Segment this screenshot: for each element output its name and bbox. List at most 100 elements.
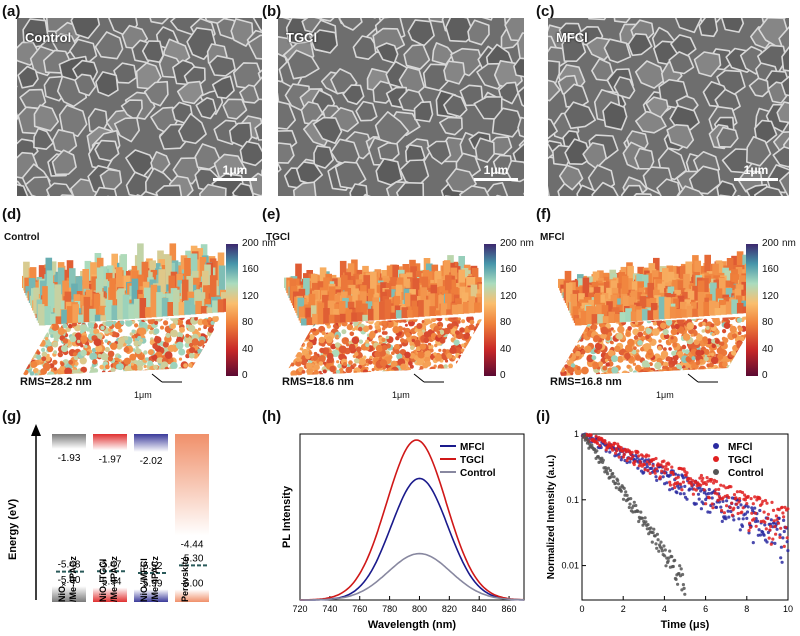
pl-x-tick-label: 760 (352, 604, 367, 614)
trpl-x-tick-label: 8 (744, 604, 749, 614)
sem-scale-text: 1μm (483, 163, 509, 177)
trpl-legend-swatch (713, 456, 719, 462)
afm-scale-text: 1μm (656, 390, 674, 400)
trpl-legend-label: Control (728, 468, 764, 479)
panel-label-f: (f) (536, 206, 551, 223)
trpl-y-tick-label: 0.1 (566, 495, 579, 505)
pl-legend-label: MFCl (460, 442, 485, 453)
colorbar-tick: 0 (500, 370, 506, 381)
homo-block (52, 586, 86, 602)
panel-label-a: (a) (2, 3, 21, 20)
pl-x-tick-label: 800 (412, 604, 427, 614)
afm-label: Control (4, 232, 40, 243)
colorbar-tick: 40 (500, 343, 512, 355)
panel-label-e: (e) (262, 206, 281, 223)
colorbar-tick: 200 (242, 238, 259, 249)
colorbar-tick: 80 (762, 317, 774, 329)
colorbar-tick: 160 (242, 264, 259, 276)
homo-value: -6.00 (181, 579, 204, 590)
pl-x-axis-label: Wavelength (nm) (368, 619, 457, 631)
homo-value: -5.90 (58, 575, 81, 586)
sem-image-tgcl: TGCl 1μm (278, 18, 524, 196)
colorbar-tick: 0 (242, 370, 248, 381)
lumo-block (93, 434, 127, 451)
band-column-label: Perovskite (180, 556, 190, 602)
trpl-y-tick-label: 0.01 (561, 561, 579, 571)
homo-block (93, 587, 127, 602)
sem-scale-bar: 1μm (734, 163, 778, 181)
pl-spectrum-chart: 720 740 760 780 800 820 840 860 Wavelength (nm) P… (281, 433, 525, 631)
sem-scale-text: 1μm (743, 163, 769, 177)
afm-scale-text: 1μm (134, 390, 152, 400)
trpl-x-tick-label: 10 (783, 604, 793, 614)
trpl-legend-label: TGCl (728, 455, 752, 466)
lumo-value: -1.93 (58, 453, 81, 464)
pl-x-tick-label: 720 (292, 604, 307, 614)
trpl-x-tick-label: 0 (579, 604, 584, 614)
lumo-value: -4.44 (181, 540, 204, 551)
homo-block (175, 589, 209, 602)
colorbar-unit: nm (782, 238, 796, 249)
afm-panel-mfcl: MFCl RMS=16.8 nm 1μm (536, 226, 800, 406)
lumo-value: -1.97 (99, 454, 122, 465)
panel-label-c: (c) (536, 3, 555, 20)
energy-level-diagram: Energy (eV)-1.93-5.48-5.90NiOₓ/Me-4PACz-… (7, 424, 209, 602)
pl-plot-frame (299, 433, 525, 601)
afm-label: TGCl (266, 232, 290, 243)
pl-x-tick-label: 780 (382, 604, 397, 614)
colorbar-tick: 0 (762, 370, 768, 381)
band-column-label: /Me-4PACz (150, 556, 160, 602)
lumo-block (134, 434, 168, 452)
panel-label-h: (h) (262, 408, 282, 425)
sem-image-control: Control 1μm (17, 18, 262, 196)
trpl-x-tick-label: 4 (662, 604, 667, 614)
afm-panel-control: Control RMS=28.2 nm 1μm (0, 226, 262, 406)
pl-x-tick-label: 740 (322, 604, 337, 614)
trpl-plot-frame (581, 433, 789, 601)
trpl-decay-chart: 0 2 4 6 8 10 1 0.1 0.01 Time (μs) Normalized Inten… (546, 429, 793, 631)
sem-image-mfcl: MFCl 1μm (548, 18, 789, 196)
afm-label: MFCl (540, 232, 565, 243)
trpl-legend-swatch (713, 443, 719, 449)
fermi-value: -5.52 (140, 561, 163, 572)
trpl-legend-label: MFCl (728, 442, 753, 453)
colorbar-tick: 160 (500, 264, 517, 276)
colorbar-tick: 200 (500, 238, 517, 249)
sem-scale-bar: 1μm (213, 163, 257, 181)
rms-value: RMS=18.6 nm (282, 376, 354, 388)
trpl-series-control (581, 433, 687, 596)
panel-label-d: (d) (2, 206, 22, 223)
lumo-block (175, 434, 209, 536)
colorbar-tick: 120 (242, 290, 259, 302)
trpl-y-axis-label: Normalized Intensity (a.u.) (546, 455, 557, 579)
panel-label-b: (b) (262, 3, 282, 20)
homo-block (134, 589, 168, 602)
panel-label-g: (g) (2, 408, 22, 425)
rms-value: RMS=28.2 nm (20, 376, 92, 388)
band-column-label: NiOₓ/TGCl (98, 559, 108, 602)
trpl-series-tgcl (581, 432, 790, 548)
trpl-y-tick-label: 1 (574, 429, 579, 439)
trpl-x-axis-label: Time (μs) (661, 619, 710, 631)
colorbar-unit: nm (262, 238, 276, 249)
sem-label: Control (25, 30, 72, 45)
colorbar-tick: 120 (762, 290, 779, 302)
energy-axis-label: Energy (eV) (7, 499, 19, 560)
colorbar-tick: 40 (762, 343, 774, 355)
lumo-value: -2.02 (140, 456, 163, 467)
pl-legend-label: Control (460, 468, 496, 479)
pl-legend-label: TGCl (460, 455, 484, 466)
fermi-value: -5.48 (58, 560, 81, 571)
afm-panel-tgcl: TGCl RMS=18.6 nm 1μm (262, 226, 534, 406)
pl-series-line-mfcl (300, 477, 525, 601)
pl-y-axis-label: PL Intensity (281, 485, 293, 548)
afm-scale-text: 1μm (392, 390, 410, 400)
pl-series-line-tgcl (300, 439, 525, 601)
band-column-label: /Me-4PACz (68, 556, 78, 602)
sem-label: TGCl (286, 30, 318, 45)
lumo-block (52, 434, 86, 449)
sem-scale-text: 1μm (222, 163, 248, 177)
panel-label-i: (i) (536, 408, 551, 425)
colorbar-tick: 120 (500, 290, 517, 302)
pl-x-tick-label: 820 (442, 604, 457, 614)
